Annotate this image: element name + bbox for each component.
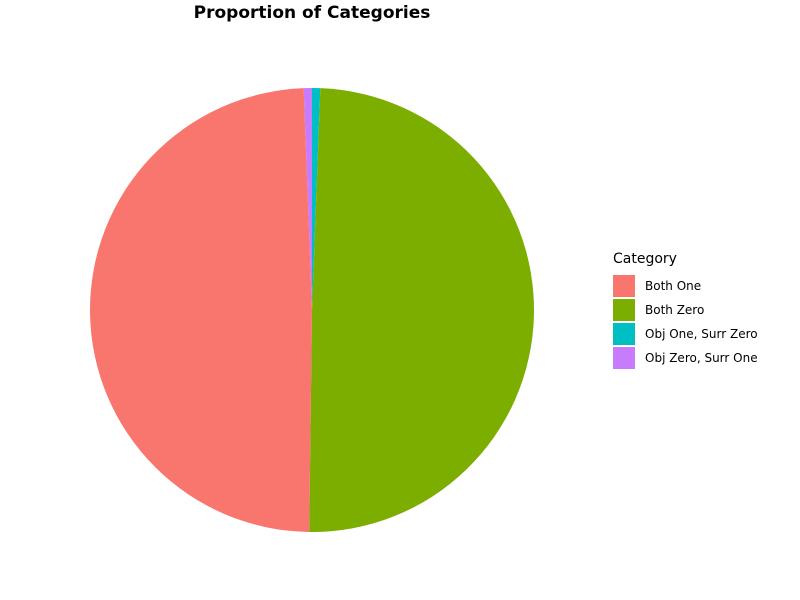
legend-item-obj-zero-surr-one: Obj Zero, Surr One: [613, 346, 758, 370]
legend: Category Both One Both Zero Obj One, Sur…: [613, 250, 758, 370]
legend-label-both-one: Both One: [645, 279, 702, 293]
legend-label-obj-one-surr-zero: Obj One, Surr Zero: [645, 327, 758, 341]
legend-item-both-one: Both One: [613, 274, 758, 298]
legend-key-obj-zero-surr-one: [613, 347, 635, 369]
legend-key-both-zero: [613, 299, 635, 321]
pie-slice-both-one: [89, 88, 312, 532]
chart-title: Proportion of Categories: [193, 3, 431, 23]
legend-label-both-zero: Both Zero: [645, 303, 705, 317]
pie-slices: [89, 88, 535, 533]
legend-key-obj-one-surr-zero: [613, 323, 635, 345]
pie-slice-obj-one-surr-zero: [312, 88, 321, 310]
legend-item-obj-one-surr-zero: Obj One, Surr Zero: [613, 322, 758, 346]
legend-title: Category: [613, 251, 677, 267]
legend-label-obj-zero-surr-one: Obj Zero, Surr One: [645, 351, 758, 365]
legend-key-both-one: [613, 275, 635, 297]
pie-slice-obj-zero-surr-one: [303, 88, 312, 310]
pie-slice-both-zero: [309, 88, 535, 533]
legend-item-both-zero: Both Zero: [613, 298, 758, 322]
